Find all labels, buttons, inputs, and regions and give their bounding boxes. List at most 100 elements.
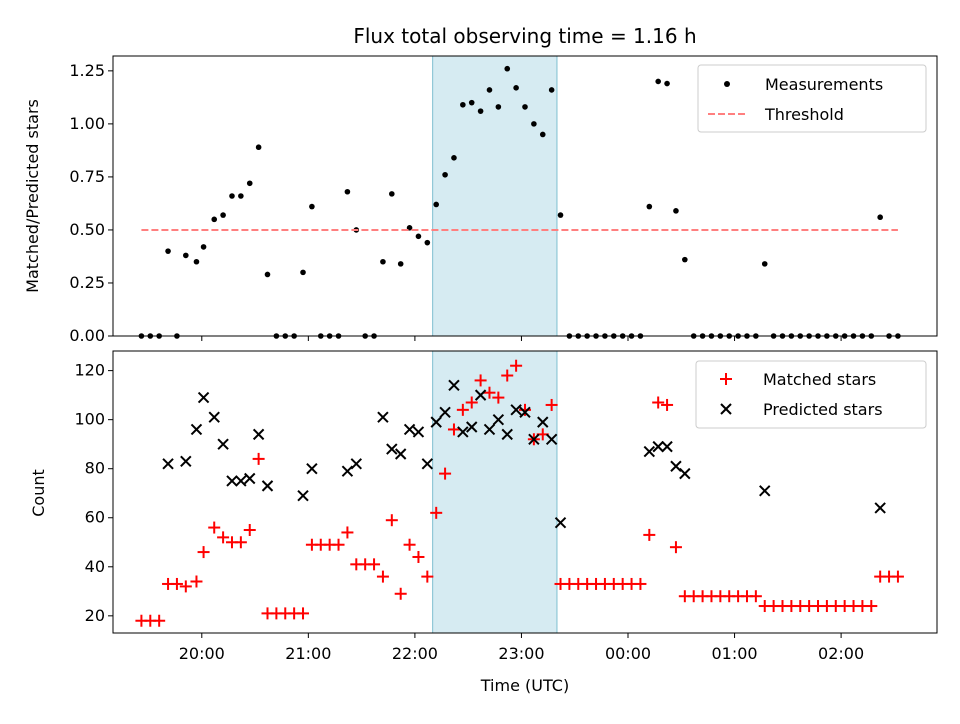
legend-predicted-marker [720, 403, 732, 415]
bottom-x-tick-label: 02:00 [818, 644, 864, 663]
bottom-x-tick-label: 22:00 [392, 644, 438, 663]
bottom-matched-point [519, 403, 531, 416]
bottom-matched-point [652, 396, 665, 409]
bottom-legend: Matched stars Predicted stars [695, 360, 927, 429]
top-y-tick-label: 1.25 [69, 61, 105, 80]
bottom-predicted-point [261, 480, 274, 492]
bottom-y-tick-label: 80 [85, 459, 105, 478]
bottom-matched-point [385, 514, 398, 527]
bottom-predicted-point [545, 433, 558, 445]
top-measurement-point [389, 191, 395, 197]
bottom-matched-point [332, 538, 345, 551]
top-legend-box [697, 64, 927, 133]
bottom-matched-point [501, 369, 514, 382]
bottom-matched-point [243, 524, 256, 537]
bottom-predicted-point [537, 416, 549, 428]
top-measurement-point [238, 193, 244, 199]
bottom-matched-point [669, 541, 682, 554]
top-measurement-point [504, 65, 511, 72]
bottom-matched-point [483, 386, 496, 399]
top-measurement-point [220, 212, 226, 218]
bottom-predicted-point [679, 467, 691, 480]
bottom-predicted-point [501, 428, 513, 441]
bottom-matched-point [170, 577, 183, 590]
legend-matched-label: Matched stars [763, 370, 876, 389]
top-measurement-point [309, 203, 315, 210]
bottom-matched-point [252, 452, 265, 465]
top-measurement-point [397, 261, 404, 267]
top-measurement-point [468, 99, 475, 106]
bottom-x-tick-label: 00:00 [605, 644, 651, 663]
top-measurement-point [761, 261, 768, 267]
top-measurement-point [183, 252, 189, 259]
bottom-matched-point [749, 590, 762, 603]
bottom-matched-point [643, 528, 656, 541]
bottom-x-tick-label: 23:00 [498, 644, 544, 663]
top-y-tick-label: 0.00 [69, 326, 105, 345]
top-measurement-point [193, 258, 200, 265]
bottom-predicted-point [252, 428, 265, 441]
top-shaded-region [432, 55, 558, 337]
top-measurement-point [522, 104, 528, 110]
bottom-predicted-point [554, 516, 567, 529]
bottom-predicted-point [180, 455, 192, 468]
bottom-matched-point [197, 546, 210, 559]
bottom-matched-point [545, 398, 558, 411]
top-y-axis-label: Matched/Predicted stars [23, 99, 42, 293]
legend-matched-marker [720, 373, 732, 385]
top-measurement-point [531, 121, 537, 127]
bottom-matched-point [368, 558, 381, 571]
top-axes: 0.00 0.25 0.50 0.75 1.00 1.25 [69, 55, 938, 345]
bottom-matched-point [234, 536, 247, 549]
bottom-matched-point [217, 531, 230, 544]
chart-title: Flux total observing time = 1.16 h [353, 24, 696, 48]
top-measurement-point [424, 239, 431, 246]
bottom-matched-point [376, 570, 389, 583]
top-measurement-point [246, 180, 253, 187]
bottom-predicted-point [430, 416, 442, 428]
bottom-predicted-point [306, 462, 318, 475]
bottom-predicted-point [403, 423, 416, 436]
bottom-matched-point [403, 538, 416, 551]
top-measurement-point [442, 171, 448, 178]
bottom-x-tick-label: 20:00 [179, 644, 225, 663]
bottom-matched-point [341, 526, 354, 539]
bottom-y-tick-label: 20 [85, 606, 105, 625]
bottom-x-tick-label: 21:00 [285, 644, 331, 663]
bottom-predicted-point [341, 465, 354, 477]
bottom-predicted-point [226, 475, 238, 487]
bottom-predicted-point [162, 458, 174, 470]
top-measurement-point [664, 80, 670, 87]
top-measurement-point [460, 101, 466, 108]
bottom-matched-point [492, 391, 505, 404]
bottom-predicted-point [661, 440, 673, 453]
bottom-predicted-point [412, 426, 425, 438]
bottom-matched-point [474, 374, 487, 387]
top-y-tick-label: 0.25 [69, 273, 105, 292]
top-measurement-point [646, 203, 653, 210]
bottom-matched-point [421, 570, 434, 583]
bottom-predicted-point [519, 406, 531, 419]
bottom-matched-point [456, 403, 469, 416]
bottom-frame [112, 350, 938, 634]
bottom-predicted-point [510, 404, 522, 416]
bottom-predicted-point [492, 413, 505, 426]
bottom-x-tick-label: 01:00 [711, 644, 757, 663]
top-y-tick-label: 0.50 [69, 220, 105, 239]
bottom-matched-point [153, 614, 166, 627]
bottom-matched-point [465, 396, 478, 409]
x-axis-label: Time (UTC) [480, 676, 569, 695]
bottom-matched-point [394, 587, 407, 600]
legend-measurements-label: Measurements [765, 75, 883, 94]
legend-predicted-label: Predicted stars [763, 400, 883, 419]
top-measurement-point [486, 87, 493, 93]
bottom-matched-point [891, 570, 904, 583]
bottom-matched-point [208, 521, 221, 534]
bottom-matched-point [430, 506, 443, 519]
top-legend: Measurements Threshold [697, 64, 927, 133]
bottom-predicted-point [759, 485, 771, 497]
bottom-predicted-point [297, 489, 309, 502]
top-measurement-point [673, 208, 679, 214]
top-measurement-point [655, 78, 661, 85]
